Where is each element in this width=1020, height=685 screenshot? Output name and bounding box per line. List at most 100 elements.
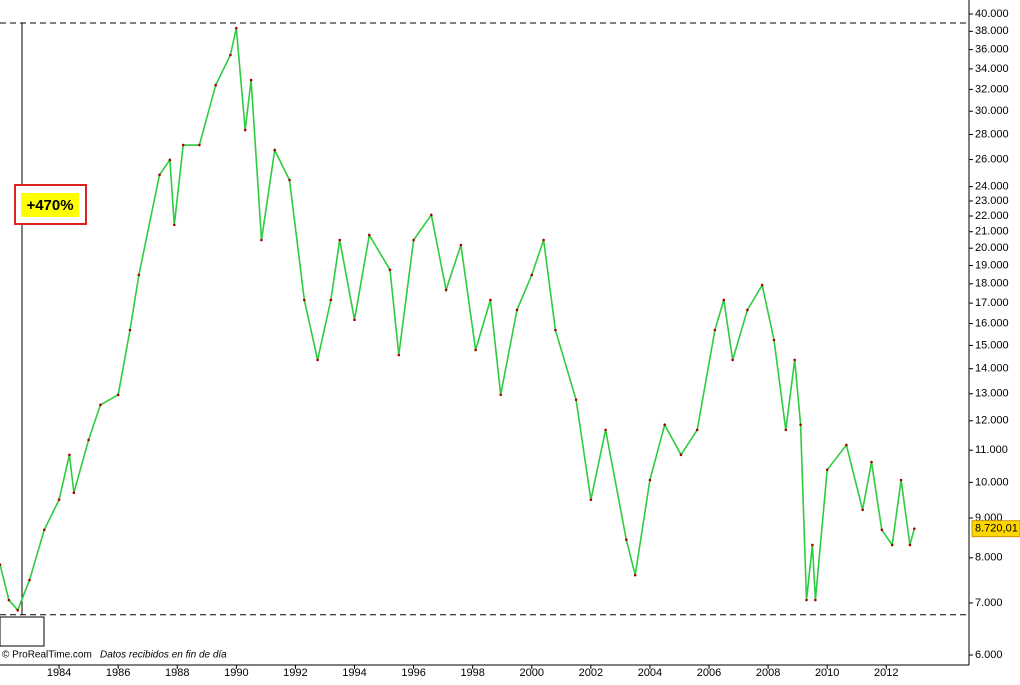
last-price-box: [971, 520, 1020, 538]
price-point: [229, 53, 232, 57]
x-tick-label: 1990: [224, 667, 248, 679]
y-tick-label: 24.000: [975, 181, 1009, 193]
price-point: [168, 158, 172, 162]
price-point: [397, 353, 401, 357]
price-point: [158, 173, 161, 177]
x-tick-label: 2000: [520, 667, 544, 679]
price-point: [181, 143, 185, 147]
y-tick-label: 6.000: [975, 649, 1003, 661]
price-point: [731, 358, 734, 362]
price-point: [198, 143, 201, 147]
price-point: [805, 598, 808, 602]
price-point: [459, 243, 463, 247]
price-point: [784, 428, 788, 432]
price-point: [28, 578, 31, 582]
y-tick-label: 7.000: [975, 597, 1003, 609]
y-tick-label: 14.000: [975, 363, 1009, 375]
price-point: [43, 528, 46, 532]
x-tick-label: 1984: [47, 667, 71, 679]
price-point: [890, 543, 894, 547]
x-tick-label: 1992: [283, 667, 307, 679]
x-tick-label: 2010: [815, 667, 839, 679]
y-tick-label: 32.000: [975, 83, 1009, 95]
price-point: [811, 543, 814, 547]
y-tick-label: 19.000: [975, 259, 1009, 271]
price-point: [0, 563, 2, 566]
y-tick-label: 16.000: [975, 318, 1009, 330]
price-point: [799, 423, 802, 427]
price-point: [760, 283, 764, 287]
price-point: [604, 428, 607, 432]
price-point: [353, 318, 356, 322]
price-point: [7, 598, 11, 602]
price-point: [444, 288, 448, 292]
corner-box: [0, 616, 45, 647]
price-point: [845, 443, 848, 447]
y-tick-label: 20.000: [975, 242, 1009, 254]
y-tick-label: 38.000: [975, 25, 1009, 37]
y-tick-label: 26.000: [975, 153, 1009, 165]
price-point: [137, 273, 141, 277]
x-tick-label: 2012: [874, 667, 898, 679]
price-point: [913, 527, 916, 530]
price-point: [633, 573, 637, 577]
price-point: [746, 308, 749, 312]
price-point: [338, 238, 342, 242]
price-point: [474, 348, 477, 352]
price-point: [302, 298, 306, 302]
price-point: [388, 268, 392, 272]
price-point: [589, 498, 593, 502]
y-tick-label: 17.000: [975, 297, 1009, 309]
y-tick-label: 15.000: [975, 339, 1009, 351]
footer-source: © ProRealTime.com: [2, 650, 92, 661]
y-tick-label: 18.000: [975, 278, 1009, 290]
price-point: [260, 238, 263, 242]
price-point: [793, 358, 796, 362]
y-tick-label: 30.000: [975, 105, 1009, 117]
price-point: [489, 298, 492, 302]
price-point: [367, 233, 371, 237]
price-point: [880, 528, 884, 532]
price-point: [663, 423, 667, 427]
price-point: [72, 491, 76, 494]
x-tick-label: 2008: [756, 667, 780, 679]
footer-note: Datos recibidos en fin de día: [100, 650, 227, 661]
price-point: [214, 83, 217, 87]
y-tick-label: 36.000: [975, 44, 1009, 56]
price-point: [870, 460, 873, 464]
x-tick-label: 1996: [401, 667, 425, 679]
y-tick-label: 11.000: [975, 444, 1008, 456]
price-point: [814, 598, 817, 602]
price-point: [648, 478, 652, 482]
x-tick-label: 2004: [638, 667, 662, 679]
price-point: [235, 26, 238, 30]
price-point: [329, 298, 333, 302]
y-tick-label: 10.000: [975, 476, 1009, 488]
price-point: [16, 608, 20, 612]
price-point: [679, 453, 683, 457]
y-tick-label: 40.000: [975, 8, 1009, 20]
annotation-highlight: [21, 193, 79, 217]
price-point: [116, 393, 120, 397]
price-point: [772, 338, 776, 342]
price-point: [554, 328, 557, 332]
price-point: [243, 128, 247, 132]
price-point: [695, 428, 699, 432]
last-price-label: 8.720,01: [975, 523, 1018, 535]
price-point: [908, 543, 912, 547]
y-tick-label: 22.000: [975, 210, 1009, 222]
annotation: +470%: [26, 197, 73, 214]
price-point: [515, 308, 519, 312]
price-point: [68, 453, 71, 457]
price-point: [173, 223, 176, 227]
price-point: [542, 238, 545, 242]
price-point: [861, 508, 864, 512]
price-point: [574, 398, 578, 402]
x-tick-label: 1988: [165, 667, 189, 679]
x-tick-label: 2002: [579, 667, 603, 679]
y-tick-label: 12.000: [975, 415, 1009, 427]
x-tick-label: 2006: [697, 667, 721, 679]
price-point: [128, 328, 132, 332]
